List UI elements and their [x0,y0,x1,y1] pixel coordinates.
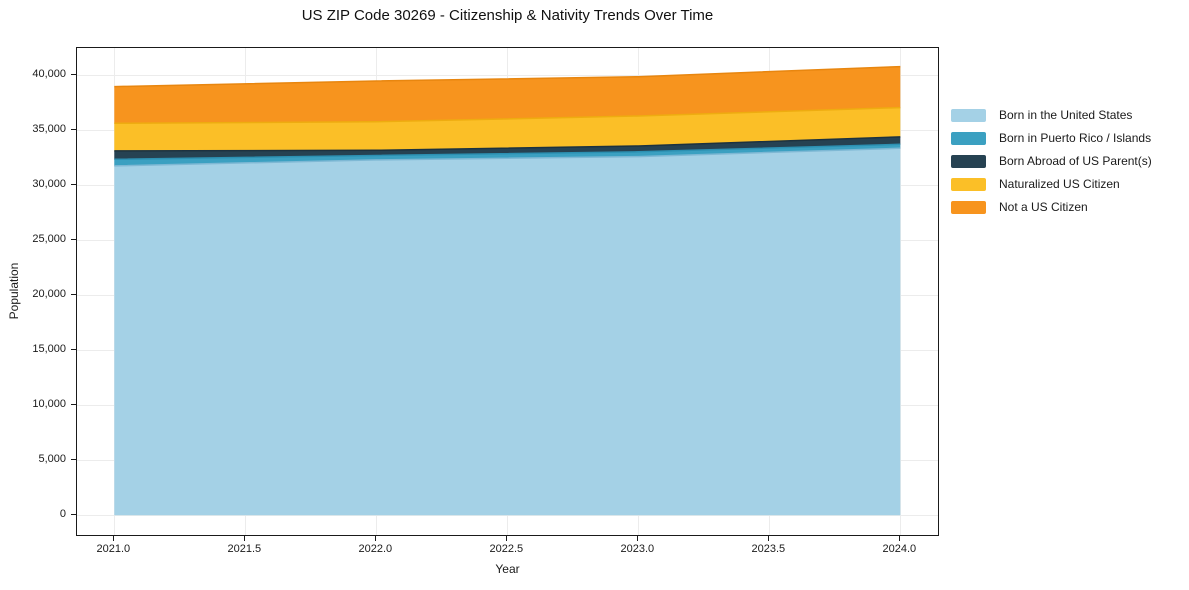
legend-label: Not a US Citizen [999,200,1088,214]
y-tick-label: 10,000 [32,398,66,411]
legend-item: Born in the United States [951,108,1152,123]
area-series [114,107,901,151]
x-tick-mark [768,536,770,541]
y-tick-mark [71,404,76,406]
area-series [114,148,901,516]
x-tick-mark [375,536,377,541]
x-axis-label: Year [495,562,520,576]
plot-area [76,47,939,536]
y-tick-mark [71,183,76,185]
legend-item: Naturalized US Citizen [951,177,1152,192]
area-series [114,144,901,166]
x-tick-mark [113,536,115,541]
chart-title: US ZIP Code 30269 - Citizenship & Nativi… [301,7,714,24]
y-tick-mark [71,73,76,75]
y-tick-label: 15,000 [32,343,66,355]
legend-swatch [951,132,986,145]
series-boundary-line [114,143,901,161]
stacked-area-chart [114,65,901,516]
y-tick-mark [71,514,76,516]
x-tick-mark [244,536,246,541]
legend: Born in the United States Born in Puerto … [951,108,1152,223]
x-tick-label: 2024.0 [882,543,917,555]
legend-label: Born Abroad of US Parent(s) [999,154,1152,168]
x-tick-label: 2022.5 [489,543,524,555]
y-tick-mark [71,238,76,240]
y-axis-label: Population [7,262,21,320]
x-tick-mark [506,536,508,541]
area-series [114,136,901,160]
y-tick-mark [71,128,76,130]
y-tick-label: 0 [59,508,66,521]
x-tick-label: 2021.5 [227,543,262,555]
y-tick-label: 20,000 [32,287,66,300]
legend-item: Born in Puerto Rico / Islands [951,131,1152,146]
y-tick-mark [71,293,76,296]
x-tick-label: 2021.0 [96,543,131,555]
series-boundary-line [114,147,901,167]
y-tick-label: 30,000 [32,177,66,190]
legend-label: Born in the United States [999,108,1133,122]
y-tick-label: 35,000 [32,122,66,135]
y-tick-label: 5,000 [38,453,66,466]
x-tick-label: 2022.0 [358,543,393,555]
x-tick-label: 2023.5 [751,543,786,555]
y-tick-label: 40,000 [32,67,66,80]
legend-swatch [951,155,986,168]
series-boundary-line [114,136,901,152]
y-tick-mark [71,349,76,351]
legend-label: Born in Puerto Rico / Islands [999,131,1152,145]
y-tick-mark [71,459,76,461]
series-boundary-line [114,65,901,88]
y-tick-label: 25,000 [32,232,66,245]
x-tick-mark [637,536,639,541]
legend-label: Naturalized US Citizen [999,177,1120,191]
gridline-vertical [900,48,902,535]
legend-swatch [951,201,986,214]
x-tick-mark [899,536,901,541]
area-series [114,66,901,124]
legend-swatch [951,178,986,191]
legend-swatch [951,109,986,122]
legend-item: Not a US Citizen [951,200,1152,215]
series-boundary-line [114,106,901,125]
legend-item: Born Abroad of US Parent(s) [951,154,1152,169]
x-tick-label: 2023.0 [620,543,655,555]
